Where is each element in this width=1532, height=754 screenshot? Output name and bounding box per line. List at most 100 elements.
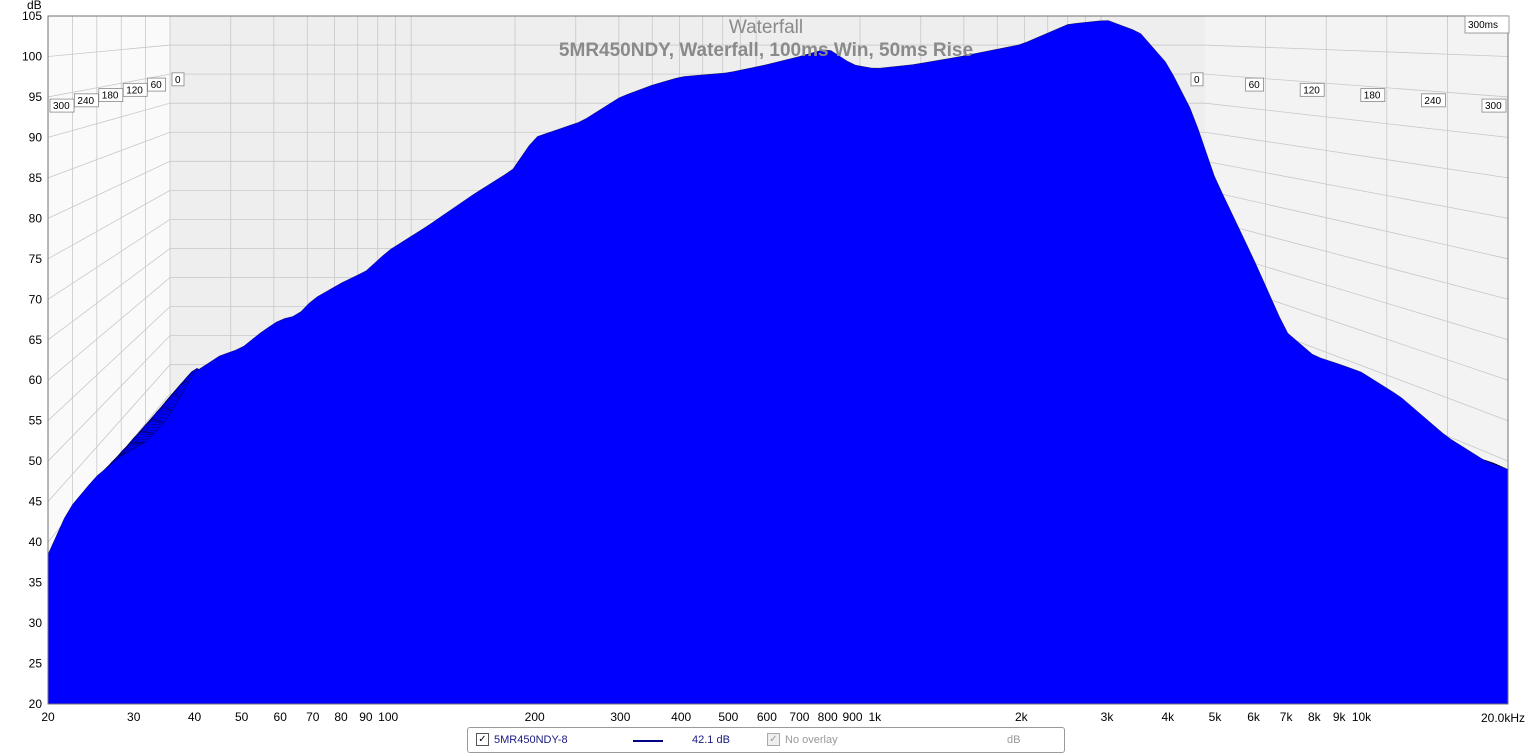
time-tick-box <box>98 88 124 102</box>
plot-border <box>47 15 1509 705</box>
time-tick-label: 300 <box>53 101 70 112</box>
time-tick-box <box>74 93 99 108</box>
y-tick-label: 105 <box>22 9 42 23</box>
y-tick-label: 45 <box>29 495 43 509</box>
time-tick-box <box>1190 72 1204 87</box>
time-tick-box <box>1481 98 1507 113</box>
x-axis-ticks: 20 30 40 50 60 70 80 90 100 200 300 400 500 600 700 800… <box>41 710 1372 724</box>
overlay-label: No overlay <box>785 734 838 746</box>
time-axis-unit-label: 300ms <box>1468 20 1498 31</box>
time-tick: 180 <box>1360 88 1386 102</box>
x-tick-label: 70 <box>306 710 320 724</box>
time-tick-box <box>1299 82 1325 97</box>
time-tick-label: 60 <box>1249 80 1261 91</box>
time-tick-box <box>1245 77 1264 92</box>
time-tick-label: 180 <box>1364 91 1381 102</box>
y-tick-label: 90 <box>29 130 43 144</box>
time-tick: 180 <box>98 88 124 102</box>
time-tick-label: 180 <box>102 91 119 102</box>
time-tick-label: 240 <box>1424 96 1441 107</box>
chart-subtitle: 5MR450NDY, Waterfall, 100ms Win, 50ms Ri… <box>559 40 973 61</box>
time-tick-label: 0 <box>1194 75 1200 86</box>
time-tick-box <box>1360 88 1386 102</box>
y-tick-label: 25 <box>29 657 43 671</box>
series-name: 5MR450NDY-8 <box>494 734 568 746</box>
time-axis-ticks: 0 60 120 180 240 300 0 60 120 180 240 300 <box>49 72 1507 113</box>
time-tick-label: 60 <box>151 80 163 91</box>
x-tick-label: 900 <box>843 710 863 724</box>
x-tick-label: 8k <box>1308 710 1322 724</box>
time-tick: 60 <box>147 77 167 92</box>
x-tick-label: 2k <box>1015 710 1029 724</box>
time-tick-box <box>147 77 167 92</box>
time-tick: 300 <box>49 98 75 113</box>
x-axis-unit-label: 20.0kHz <box>1481 711 1525 725</box>
x-tick-label: 9k <box>1333 710 1347 724</box>
waterfall-slices <box>47 20 1509 705</box>
x-tick-label: 4k <box>1161 710 1175 724</box>
chart-title: Waterfall <box>729 17 803 38</box>
overlay-unit: dB <box>1007 734 1021 746</box>
y-tick-label: 85 <box>29 171 43 185</box>
y-tick-label: 100 <box>22 49 42 63</box>
x-tick-label: 500 <box>718 710 738 724</box>
y-tick-label: 40 <box>29 535 43 549</box>
time-tick-box <box>171 72 185 87</box>
series-value: 42.1 dB <box>692 734 730 746</box>
x-tick-label: 100 <box>378 710 398 724</box>
y-tick-label: 30 <box>29 616 43 630</box>
overlay-checkbox[interactable]: ✓ <box>767 733 780 746</box>
x-tick-label: 5k <box>1209 710 1223 724</box>
time-tick: 0 <box>171 72 185 87</box>
y-tick-label: 80 <box>29 211 43 225</box>
time-tick: 0 <box>1190 72 1204 87</box>
x-tick-label: 800 <box>818 710 838 724</box>
time-tick: 240 <box>74 93 99 108</box>
x-tick-label: 1k <box>868 710 882 724</box>
time-tick: 120 <box>1299 82 1325 97</box>
x-tick-label: 50 <box>235 710 249 724</box>
y-tick-label: 60 <box>29 373 43 387</box>
y-tick-label: 50 <box>29 454 43 468</box>
waterfall-chart: 20 25 30 35 40 45 50 55 60 65 70 75 80 85 90 95 100 105 2… <box>21 0 1526 725</box>
time-tick-label: 120 <box>126 85 143 96</box>
y-axis-ticks: 20 25 30 35 40 45 50 55 60 65 70 75 80 85 90 95 100 105 <box>22 9 42 711</box>
legend-bar: ✓ 5MR450NDY-8 42.1 dB ✓ No overlay dB <box>467 727 1065 753</box>
x-tick-label: 30 <box>127 710 141 724</box>
time-tick-box <box>49 98 75 113</box>
x-tick-label: 10k <box>1352 710 1372 724</box>
time-tick: 120 <box>122 82 148 97</box>
y-tick-label: 55 <box>29 414 43 428</box>
series-line-swatch <box>633 740 663 742</box>
y-tick-label: 70 <box>29 292 43 306</box>
time-tick-label: 120 <box>1303 85 1320 96</box>
grid-line-level <box>47 73 1509 98</box>
time-tick: 300 <box>1481 98 1507 113</box>
y-tick-label: 20 <box>29 697 43 711</box>
series-checkbox[interactable]: ✓ <box>476 733 489 746</box>
y-tick-label: 35 <box>29 576 43 590</box>
y-tick-label: 65 <box>29 333 43 347</box>
time-tick-box <box>1421 93 1446 108</box>
x-tick-label: 3k <box>1101 710 1115 724</box>
x-tick-label: 700 <box>789 710 809 724</box>
x-tick-label: 6k <box>1247 710 1261 724</box>
y-tick-label: 95 <box>29 90 43 104</box>
x-tick-label: 600 <box>757 710 777 724</box>
y-axis-label: dB <box>27 0 42 12</box>
time-tick-label: 0 <box>175 75 181 86</box>
x-tick-label: 40 <box>188 710 202 724</box>
time-tick-label: 240 <box>77 96 94 107</box>
time-tick-label: 300 <box>1485 101 1502 112</box>
x-tick-label: 300 <box>610 710 630 724</box>
grid-line-level <box>47 44 1509 57</box>
waterfall-slice <box>47 20 1509 705</box>
x-tick-label: 7k <box>1280 710 1294 724</box>
x-tick-label: 200 <box>525 710 545 724</box>
x-tick-label: 20 <box>41 710 55 724</box>
time-tick: 60 <box>1245 77 1264 92</box>
time-tick: 240 <box>1421 93 1446 108</box>
x-tick-label: 90 <box>359 710 373 724</box>
x-tick-label: 400 <box>671 710 691 724</box>
time-axis-unit-box: 300ms <box>1464 15 1510 34</box>
